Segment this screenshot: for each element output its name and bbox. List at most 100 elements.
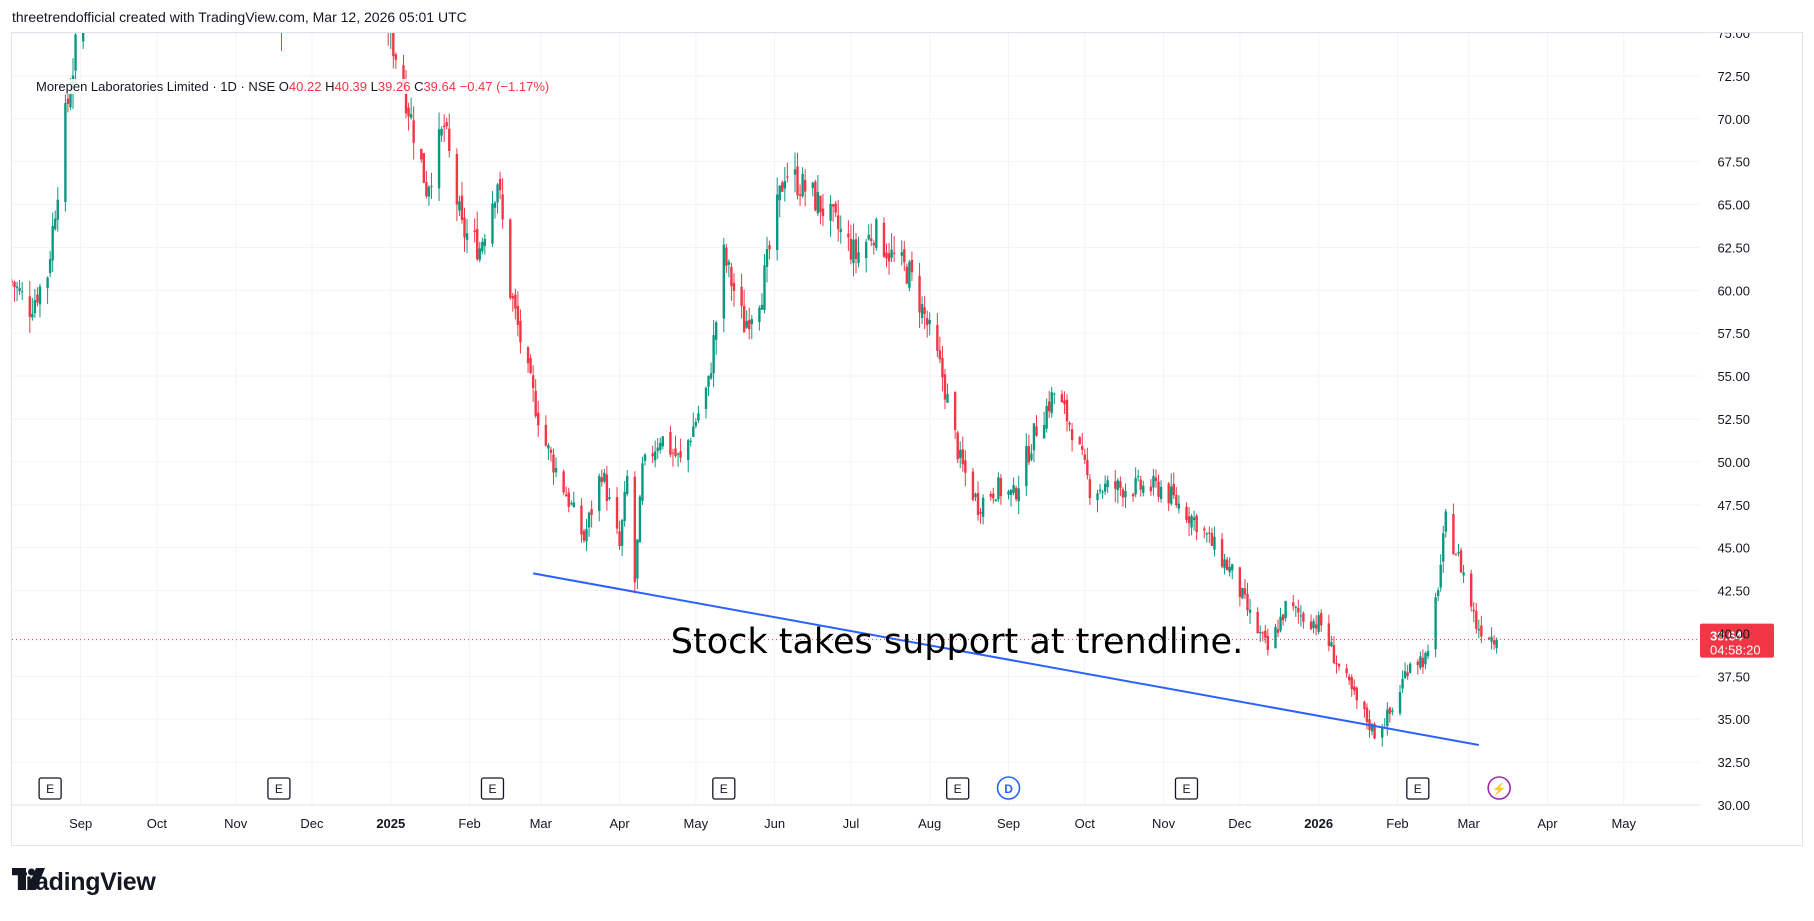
candle-body xyxy=(953,391,957,430)
candle-body xyxy=(974,493,977,498)
candle-body xyxy=(572,502,576,507)
candle-body xyxy=(1330,642,1333,647)
bar-countdown: 04:58:20 xyxy=(1710,643,1761,658)
tradingview-logo[interactable]: TradingView xyxy=(12,868,156,897)
candle-body xyxy=(1398,691,1402,714)
y-tick-label: 40.00 xyxy=(1717,626,1750,641)
candle-body xyxy=(74,34,77,71)
candle-body xyxy=(938,350,942,360)
trendline-annotation: Stock takes support at trendline. xyxy=(671,622,1243,662)
candle-body xyxy=(659,442,662,451)
candle-body xyxy=(992,493,995,499)
close-value: 39.64 xyxy=(423,79,456,94)
candle-body xyxy=(1192,517,1196,521)
candle-body xyxy=(1068,422,1071,425)
candle-body xyxy=(651,453,654,457)
x-tick-label: Dec xyxy=(300,816,324,831)
candle-body xyxy=(1353,686,1356,691)
candle-body xyxy=(854,239,858,259)
grid-lines xyxy=(12,33,1700,806)
candle-body xyxy=(1406,672,1409,676)
candle-body xyxy=(31,313,34,318)
candle-body xyxy=(1335,663,1338,665)
candle-body xyxy=(1401,678,1404,689)
candle-body xyxy=(1172,483,1175,496)
candle-body xyxy=(829,203,832,221)
earnings-marker-label: E xyxy=(720,782,728,796)
chart-frame[interactable]: 39.64 04:58:20 30.00 32.50 35.00 37.50 40.00 4… xyxy=(11,32,1803,846)
earnings-marker xyxy=(480,777,505,800)
earnings-marker-label: E xyxy=(488,782,496,796)
candle-body xyxy=(620,520,624,546)
candle-body xyxy=(1302,613,1305,622)
earnings-marker-label: E xyxy=(1182,782,1190,796)
candle-body xyxy=(1134,477,1137,495)
candle-body xyxy=(1048,401,1051,412)
candle-body xyxy=(529,358,532,374)
candle-body xyxy=(20,291,24,293)
candle-body xyxy=(1050,392,1053,414)
candle-body xyxy=(1373,724,1376,739)
candle-body xyxy=(1098,489,1102,492)
candle-body xyxy=(1436,590,1440,597)
candle-body xyxy=(1114,481,1117,489)
candle-body xyxy=(1299,615,1303,617)
candle-body xyxy=(633,476,637,583)
candle-body xyxy=(887,253,891,262)
candle-body xyxy=(1490,636,1493,642)
candle-body xyxy=(1248,609,1252,613)
candle-body xyxy=(697,413,700,421)
candle-body xyxy=(1444,511,1447,532)
dividend-marker-label: D xyxy=(1004,782,1013,796)
candle-body xyxy=(15,286,19,289)
candle-body xyxy=(707,375,710,387)
candle-body xyxy=(1454,554,1458,556)
candle-body xyxy=(694,421,698,427)
high-label: H xyxy=(325,79,335,94)
candle-body xyxy=(1119,481,1122,488)
candle-body xyxy=(1355,687,1359,701)
candle-body xyxy=(425,181,428,197)
open-value: 40.22 xyxy=(288,79,322,94)
candle-body xyxy=(687,440,690,461)
candle-body xyxy=(798,194,802,196)
candle-body xyxy=(722,244,726,319)
candle-body xyxy=(600,477,603,483)
candle-body xyxy=(1157,481,1160,497)
candle-body xyxy=(1470,573,1473,607)
candle-body xyxy=(997,477,1000,500)
candle-body xyxy=(81,33,85,42)
x-tick-label: Oct xyxy=(1075,816,1096,831)
candle-body xyxy=(661,436,664,447)
candle-body xyxy=(1320,613,1323,626)
candle-body xyxy=(748,320,751,330)
candle-body xyxy=(816,192,820,214)
candle-body xyxy=(64,103,67,203)
x-tick-label: May xyxy=(1611,816,1636,831)
candle-body xyxy=(1487,637,1491,640)
y-tick-label: 72.50 xyxy=(1717,69,1750,84)
candle-body xyxy=(1086,459,1089,476)
candle-body xyxy=(961,449,964,465)
candle-body xyxy=(1421,657,1425,668)
candle-body xyxy=(582,530,586,541)
candle-body xyxy=(793,169,797,175)
candle-body xyxy=(1317,615,1320,632)
candle-body xyxy=(1070,429,1074,441)
x-tick-label: Nov xyxy=(224,816,248,831)
candle-body xyxy=(1012,485,1015,493)
candle-body xyxy=(1419,656,1422,668)
candle-body xyxy=(1274,626,1277,649)
candle-body xyxy=(882,222,886,257)
candle-body xyxy=(831,204,835,207)
y-tick-label: 57.50 xyxy=(1717,326,1750,341)
last-price-value: 39.64 xyxy=(1710,629,1743,644)
y-tick-label: 65.00 xyxy=(1717,198,1750,213)
candle-body xyxy=(1220,539,1224,567)
x-tick-label: Mar xyxy=(1457,816,1480,831)
candle-body xyxy=(712,335,715,374)
x-tick-label: Nov xyxy=(1152,816,1176,831)
candle-body xyxy=(976,493,980,515)
